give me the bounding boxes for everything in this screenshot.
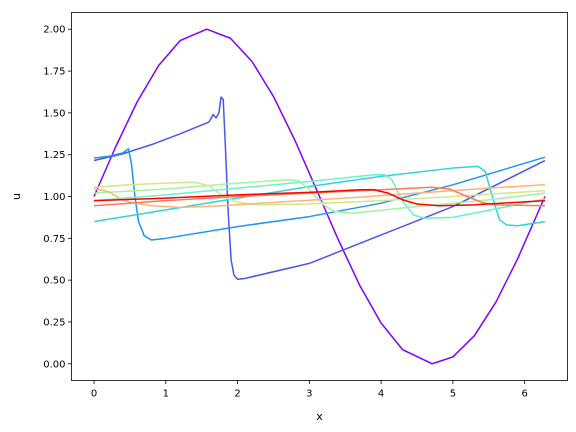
series-line-10	[94, 189, 546, 207]
y-tick-label: 0.75	[43, 234, 65, 245]
x-tick-label: 5	[450, 389, 456, 400]
y-tick-label: 1.75	[43, 67, 65, 78]
series-line-7	[93, 181, 546, 206]
x-tick-label: 1	[163, 389, 169, 400]
y-tick-label: 0.25	[43, 317, 65, 328]
x-tick-label: 3	[306, 389, 312, 400]
series-line-4	[93, 165, 546, 227]
x-tick-label: 0	[91, 389, 97, 400]
x-axis-ticks: 0 1 2 3 4 5 6	[91, 380, 528, 400]
y-tick-label: 1.50	[43, 108, 65, 119]
y-tick-label: 0.50	[43, 276, 65, 287]
y-tick-label: 1.25	[43, 150, 65, 161]
series-line-3	[93, 148, 546, 241]
x-axis-label: x	[316, 410, 323, 423]
series-line-8	[93, 184, 546, 209]
y-axis-ticks: 0.00 0.25 0.50 0.75 1.00 1.25 1.50 1.75 2.00	[43, 25, 72, 370]
series-line-2	[93, 96, 546, 281]
x-tick-label: 6	[521, 389, 527, 400]
plot-area	[93, 28, 546, 365]
x-tick-label: 4	[378, 389, 384, 400]
y-tick-label: 2.00	[43, 25, 65, 36]
y-tick-label: 1.00	[43, 192, 65, 203]
y-axis-label: u	[10, 193, 23, 200]
y-tick-label: 0.00	[43, 359, 65, 370]
series-line-1	[93, 28, 546, 365]
series-line-5	[93, 174, 546, 219]
x-tick-label: 2	[234, 389, 240, 400]
series-line-9	[93, 186, 545, 207]
